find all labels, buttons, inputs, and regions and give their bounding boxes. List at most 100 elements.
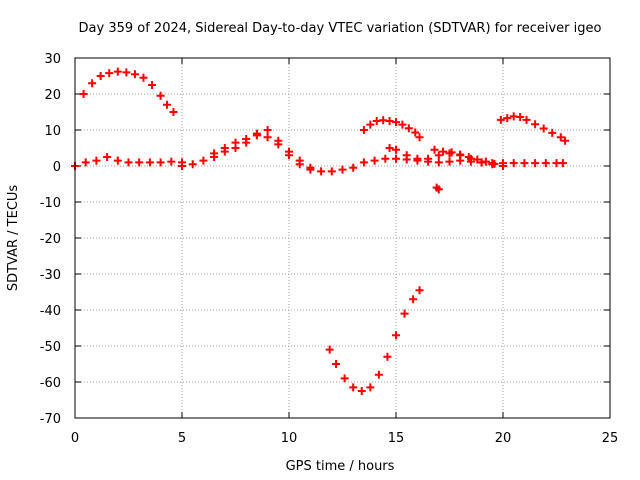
data-point (385, 144, 394, 152)
data-point (242, 138, 251, 147)
y-tick-label: -20 (40, 232, 61, 247)
data-point (400, 309, 409, 318)
series-arc-5 (359, 116, 424, 142)
y-tick-label: -60 (40, 376, 61, 391)
data-point (415, 133, 424, 142)
y-axis-label: SDTVAR / TECUs (6, 185, 21, 292)
data-point (317, 167, 326, 176)
data-point (473, 155, 482, 164)
y-tick-label: -30 (40, 268, 61, 283)
data-point (392, 145, 400, 154)
data-point (359, 126, 368, 134)
data-point (558, 159, 567, 168)
data-point (349, 383, 358, 392)
data-point (430, 145, 439, 154)
x-tick-label: 5 (178, 431, 186, 446)
data-point (156, 158, 165, 167)
data-points (71, 67, 570, 395)
data-point (148, 81, 157, 89)
data-point (385, 117, 394, 125)
y-tick-label: 0 (53, 160, 61, 175)
data-point (541, 159, 550, 168)
data-point (263, 133, 272, 142)
data-point (398, 120, 407, 129)
data-point (413, 154, 422, 163)
data-point (490, 159, 499, 168)
x-tick-label: 20 (495, 431, 512, 446)
data-point (439, 147, 448, 156)
x-tick-label: 10 (281, 431, 298, 446)
data-point (169, 108, 178, 116)
plot-frame (74, 57, 611, 419)
y-tick-label: -40 (40, 304, 61, 319)
y-tick-label: 10 (44, 124, 61, 139)
data-point (285, 147, 293, 156)
series-arc-9 (325, 286, 424, 395)
data-point (464, 153, 473, 161)
data-point (252, 129, 261, 138)
data-point (327, 167, 336, 176)
data-point (424, 154, 433, 163)
data-point (135, 158, 144, 167)
data-point (392, 154, 400, 163)
series-arc-10 (496, 112, 570, 145)
y-tick-label: -70 (40, 412, 61, 427)
data-point (79, 90, 88, 98)
data-point (499, 162, 507, 170)
data-point (306, 163, 315, 172)
data-point (103, 153, 112, 161)
data-point (220, 147, 229, 156)
data-point (274, 136, 283, 145)
data-point (210, 153, 219, 161)
data-point (383, 352, 392, 361)
data-point (167, 157, 176, 166)
data-point (96, 72, 105, 80)
data-point (404, 124, 413, 133)
y-tick-label: -10 (40, 196, 61, 211)
data-point (402, 151, 411, 160)
series-arc-8 (432, 183, 443, 194)
data-point (381, 154, 390, 163)
data-point (81, 158, 90, 167)
data-point (124, 158, 133, 167)
data-point (366, 120, 375, 129)
data-point (113, 156, 122, 165)
y-tick-label: 30 (44, 52, 61, 67)
data-point (338, 165, 347, 174)
data-point (178, 162, 186, 170)
data-point (520, 159, 529, 168)
data-point (374, 370, 383, 379)
data-point (349, 163, 358, 172)
data-point (539, 124, 548, 133)
data-point (531, 120, 540, 129)
data-point (415, 286, 424, 295)
data-point (392, 331, 400, 340)
data-point (340, 374, 349, 383)
data-point (122, 68, 131, 77)
data-point (231, 144, 240, 152)
data-point (199, 156, 208, 165)
data-point (516, 113, 525, 122)
data-point (445, 157, 454, 166)
y-tick-label: 20 (44, 88, 61, 103)
data-point (263, 126, 272, 134)
data-point (359, 158, 368, 167)
y-tick-label: -50 (40, 340, 61, 355)
x-tick-label: 0 (71, 431, 79, 446)
data-point (481, 157, 490, 166)
data-point (392, 118, 400, 127)
data-point (163, 100, 172, 109)
data-point (332, 360, 341, 368)
data-point (531, 159, 540, 168)
data-point (522, 115, 531, 124)
data-point (496, 115, 505, 124)
data-point (434, 158, 443, 167)
data-point (434, 151, 443, 160)
x-axis-label: GPS time / hours (286, 459, 395, 474)
data-point (145, 158, 154, 167)
data-point (556, 133, 565, 142)
data-point (411, 128, 420, 137)
data-point (561, 136, 570, 145)
